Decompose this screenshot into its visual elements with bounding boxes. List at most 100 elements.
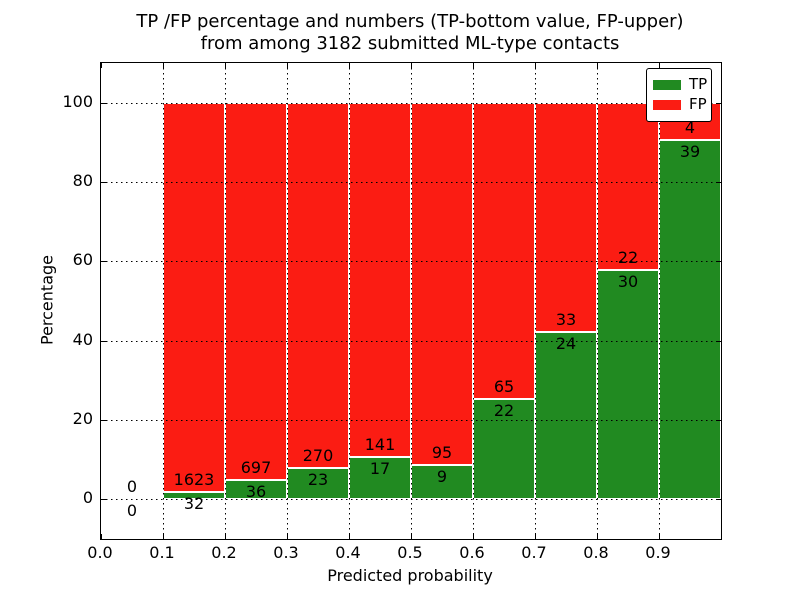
fp-swatch-icon xyxy=(653,99,681,110)
y-tick-mark xyxy=(101,340,106,342)
bar-segment-tp xyxy=(597,270,659,500)
y-tick-label: 80 xyxy=(72,171,93,190)
y-tick-mark xyxy=(101,499,106,501)
x-tick-mark xyxy=(535,63,536,68)
fp-count-label: 141 xyxy=(364,434,396,454)
v-gridline xyxy=(349,63,350,539)
plot-area: TP FP 0 0 1623 32 697 36 270 23 141 17 95 9 65 22 33 24… xyxy=(100,62,722,540)
v-gridline xyxy=(535,63,536,539)
x-tick-mark xyxy=(163,63,164,68)
x-tick-mark xyxy=(659,534,660,539)
bar-segment-fp xyxy=(411,102,473,465)
x-tick-mark xyxy=(287,534,288,539)
legend: TP FP xyxy=(646,68,712,122)
x-axis-label: Predicted probability xyxy=(327,566,493,585)
fp-count-label: 4 xyxy=(684,117,696,137)
y-tick-label: 60 xyxy=(72,250,93,270)
bar-segment-fp xyxy=(597,102,659,271)
v-gridline xyxy=(473,63,474,539)
fp-count-label: 1623 xyxy=(173,469,215,489)
tp-count-label: 0 xyxy=(126,501,138,521)
legend-entry-tp: TP xyxy=(653,75,708,93)
fp-count-label: 697 xyxy=(240,457,272,477)
fp-count-label: 270 xyxy=(302,446,334,466)
chart-title-line1: TP /FP percentage and numbers (TP-bottom… xyxy=(136,11,684,32)
y-tick-label: 40 xyxy=(72,329,93,349)
y-tick-label: 20 xyxy=(72,409,93,428)
v-gridline xyxy=(163,63,164,539)
x-tick-mark xyxy=(287,63,288,68)
v-gridline xyxy=(659,63,660,539)
x-tick-mark xyxy=(349,534,350,539)
tp-count-label: 39 xyxy=(679,141,701,161)
tp-count-label: 30 xyxy=(617,272,639,292)
x-tick-mark xyxy=(225,63,226,68)
y-tick-mark xyxy=(716,102,721,104)
bar-segment-fp xyxy=(535,102,597,333)
y-tick-label: 0 xyxy=(82,488,93,508)
tp-count-label: 23 xyxy=(307,470,329,490)
tp-count-label: 9 xyxy=(436,467,448,486)
x-tick-label: 0.1 xyxy=(149,543,175,562)
x-tick-label: 0.8 xyxy=(583,543,609,562)
v-gridline xyxy=(597,63,598,539)
v-gridline xyxy=(411,63,412,539)
x-tick-label: 0.5 xyxy=(397,543,423,562)
x-tick-mark xyxy=(411,534,412,539)
tp-count-label: 17 xyxy=(369,458,391,478)
x-tick-mark xyxy=(473,534,474,539)
y-tick-mark xyxy=(716,261,721,263)
x-tick-mark xyxy=(659,63,660,68)
y-tick-mark xyxy=(101,261,106,263)
bar-segment-fp xyxy=(225,102,287,480)
x-tick-mark xyxy=(597,534,598,539)
bar-segment-fp xyxy=(287,102,349,469)
tp-count-label: 22 xyxy=(493,401,515,421)
y-tick-mark xyxy=(716,182,721,183)
y-tick-mark xyxy=(101,182,106,183)
y-tick-mark xyxy=(716,340,721,342)
y-tick-label: 100 xyxy=(62,91,93,111)
tp-count-label: 24 xyxy=(555,334,577,354)
fp-count-label: 33 xyxy=(555,310,577,330)
y-tick-mark xyxy=(716,420,721,421)
bar-segment-tp xyxy=(349,456,411,500)
x-tick-mark xyxy=(411,63,412,68)
fp-count-label: 0 xyxy=(126,477,138,497)
legend-entry-fp: FP xyxy=(653,95,707,113)
x-tick-label: 0.7 xyxy=(521,543,547,562)
x-tick-mark xyxy=(597,63,598,68)
tp-swatch-icon xyxy=(653,79,681,90)
x-tick-mark xyxy=(535,534,536,539)
x-tick-label: 0.0 xyxy=(87,543,113,562)
y-tick-mark xyxy=(101,102,106,104)
bar-segment-fp xyxy=(349,102,411,457)
y-tick-mark xyxy=(716,499,721,501)
fp-count-label: 22 xyxy=(617,248,639,268)
x-tick-label: 0.9 xyxy=(645,543,671,562)
x-tick-label: 0.4 xyxy=(335,543,361,562)
v-gridline xyxy=(287,63,288,539)
x-tick-label: 0.2 xyxy=(211,543,237,562)
x-tick-mark xyxy=(225,534,226,539)
bar-segment-tp xyxy=(535,332,597,500)
legend-label-fp: FP xyxy=(689,95,707,113)
fp-count-label: 65 xyxy=(493,377,515,397)
bar-segment-tp xyxy=(287,468,349,500)
x-tick-mark xyxy=(101,63,102,68)
tp-count-label: 36 xyxy=(245,481,267,501)
tp-count-label: 32 xyxy=(183,493,205,513)
bar-segment-fp xyxy=(473,102,535,400)
y-tick-mark xyxy=(101,420,106,421)
legend-label-tp: TP xyxy=(689,75,708,93)
x-tick-mark xyxy=(473,63,474,68)
x-tick-label: 0.3 xyxy=(273,543,299,562)
x-tick-mark xyxy=(349,63,350,68)
v-gridline xyxy=(225,63,226,539)
x-tick-mark xyxy=(101,534,102,539)
bar-segment-fp xyxy=(163,102,225,492)
chart-title-line2: from among 3182 submitted ML-type contac… xyxy=(200,33,620,54)
x-tick-mark xyxy=(163,534,164,539)
bar-segment-tp xyxy=(659,139,721,500)
